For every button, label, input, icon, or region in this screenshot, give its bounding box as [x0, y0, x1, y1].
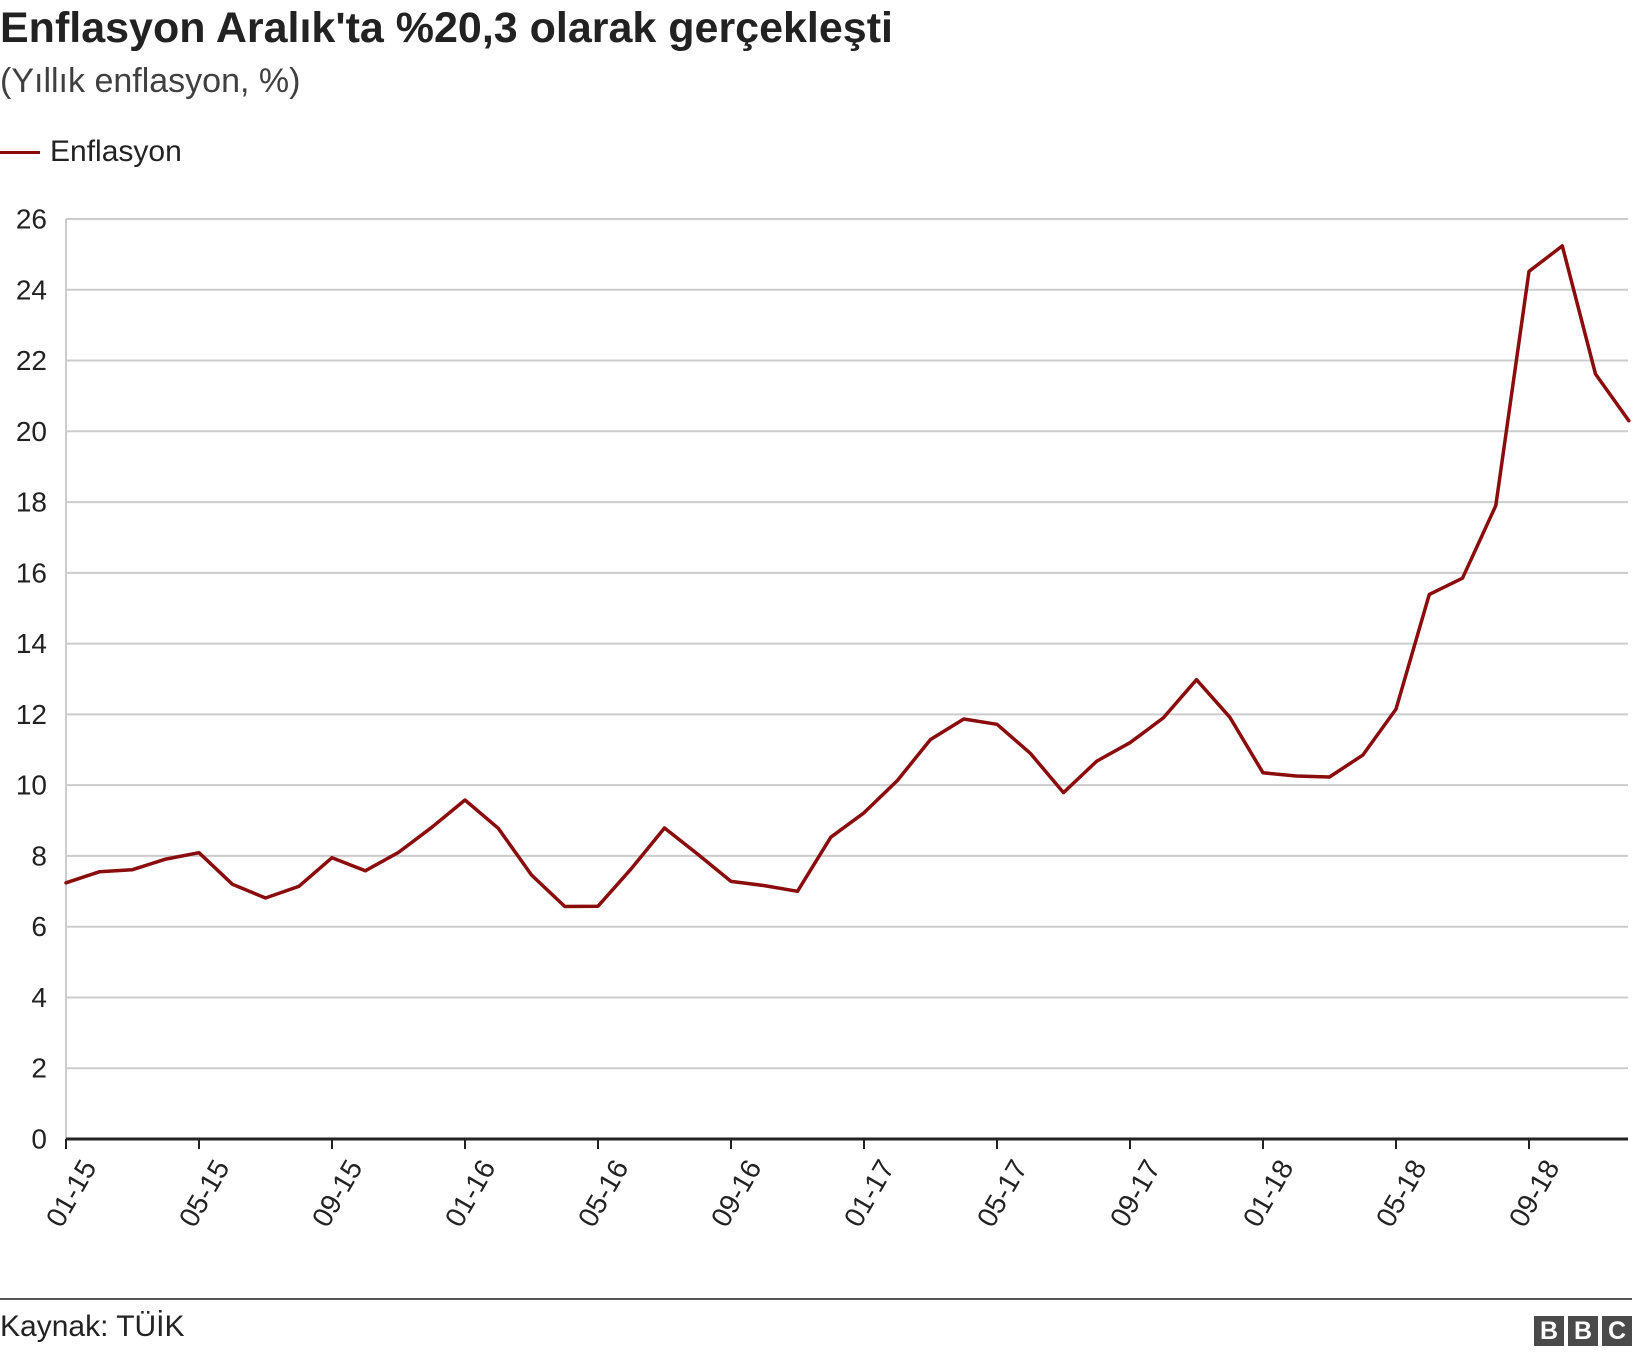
data-point-04-17: [962, 717, 966, 721]
grid-lines: [65, 218, 1628, 1139]
legend-label-enflasyon: Enflasyon: [50, 135, 182, 168]
data-point-10-17: [1161, 716, 1165, 720]
data-point-09-17: [1128, 741, 1132, 745]
data-point-11-16: [796, 889, 800, 893]
x-axis-ticks: 01-15 05-15 09-15 01-16 05-16 09-16 01-17 05-17…: [40, 1139, 1566, 1232]
x-tick-label: 09-17: [1104, 1155, 1167, 1233]
data-point-12-16: [829, 835, 833, 839]
data-point-10-16: [762, 884, 766, 888]
x-tick-label: 09-18: [1503, 1155, 1566, 1233]
data-point-03-15: [131, 868, 135, 872]
data-point-07-16: [663, 826, 667, 830]
y-tick-label: 10: [16, 770, 47, 801]
footer-divider: [0, 1298, 1632, 1300]
data-point-12-17: [1228, 715, 1232, 719]
data-point-04-18: [1361, 753, 1365, 757]
legend: Enflasyon: [0, 132, 182, 172]
data-point-11-17: [1195, 678, 1199, 682]
x-tick-label: 01-18: [1237, 1155, 1300, 1233]
x-tick-label: 05-16: [572, 1155, 635, 1233]
data-point-02-16: [496, 826, 500, 830]
bbc-logo-b1: B: [1534, 1316, 1564, 1346]
x-tick-label: 01-17: [838, 1155, 901, 1233]
chart-subtitle: (Yıllık enflasyon, %): [0, 62, 301, 100]
data-point-02-18: [1294, 774, 1298, 778]
data-point-08-18: [1494, 504, 1498, 508]
legend-swatch-enflasyon: [0, 150, 40, 154]
y-tick-label: 12: [16, 699, 47, 730]
y-tick-label: 4: [31, 982, 47, 1013]
data-point-08-16: [696, 852, 700, 856]
data-point-01-17: [862, 811, 866, 815]
data-point-06-15: [230, 882, 234, 886]
y-tick-label: 6: [31, 911, 47, 942]
data-point-12-15: [430, 825, 434, 829]
data-point-02-17: [895, 779, 899, 783]
x-tick-label: 09-16: [705, 1155, 768, 1233]
data-point-05-16: [596, 904, 600, 908]
data-point-11-15: [397, 850, 401, 854]
y-tick-label: 8: [31, 840, 47, 871]
x-tick-label: 05-15: [173, 1155, 236, 1233]
y-tick-label: 16: [16, 557, 47, 588]
data-point-07-17: [1062, 791, 1066, 795]
data-point-01-15: [64, 881, 68, 885]
x-tick-label: 05-17: [971, 1155, 1034, 1233]
data-point-06-17: [1028, 751, 1032, 755]
data-point-05-15: [197, 851, 201, 855]
y-tick-label: 14: [16, 628, 47, 659]
data-point-09-16: [729, 879, 733, 883]
data-point-05-17: [995, 722, 999, 726]
y-tick-label: 0: [31, 1124, 47, 1155]
bbc-logo-b2: B: [1568, 1316, 1598, 1346]
y-tick-label: 22: [16, 345, 47, 376]
x-tick-label: 01-16: [439, 1155, 502, 1233]
y-tick-label: 24: [16, 274, 47, 305]
data-point-10-18: [1560, 244, 1564, 248]
data-point-06-16: [629, 867, 633, 871]
bbc-logo-c: C: [1602, 1316, 1632, 1346]
chart-title: Enflasyon Aralık'ta %20,3 olarak gerçekl…: [0, 4, 893, 52]
y-tick-label: 26: [16, 204, 47, 235]
x-tick-label: 09-15: [306, 1155, 369, 1233]
series-line-enflasyon: [64, 244, 1631, 909]
y-tick-label: 2: [31, 1053, 47, 1084]
data-point-03-16: [530, 873, 534, 877]
data-point-03-17: [929, 738, 933, 742]
data-point-11-18: [1594, 372, 1598, 376]
data-point-04-16: [563, 905, 567, 909]
data-point-08-15: [297, 884, 301, 888]
data-point-08-17: [1095, 759, 1099, 763]
y-tick-label: 18: [16, 487, 47, 518]
data-point-07-15: [264, 896, 268, 900]
data-point-10-15: [363, 869, 367, 873]
data-point-03-18: [1328, 775, 1332, 779]
data-point-01-18: [1261, 771, 1265, 775]
x-tick-label: 05-18: [1370, 1155, 1433, 1233]
data-point-09-15: [330, 856, 334, 860]
data-point-07-18: [1461, 576, 1465, 580]
data-point-02-15: [97, 870, 101, 874]
data-point-06-18: [1427, 592, 1431, 596]
source-note: Kaynak: TÜİK: [0, 1310, 185, 1343]
y-tick-label: 20: [16, 416, 47, 447]
data-point-12-18: [1627, 419, 1631, 423]
data-point-01-16: [463, 798, 467, 802]
bbc-logo: B B C: [1534, 1316, 1632, 1346]
series-group: [64, 244, 1631, 909]
data-point-09-18: [1527, 269, 1531, 273]
data-point-05-18: [1394, 707, 1398, 711]
data-point-04-15: [164, 857, 168, 861]
x-tick-label: 01-15: [40, 1155, 103, 1233]
